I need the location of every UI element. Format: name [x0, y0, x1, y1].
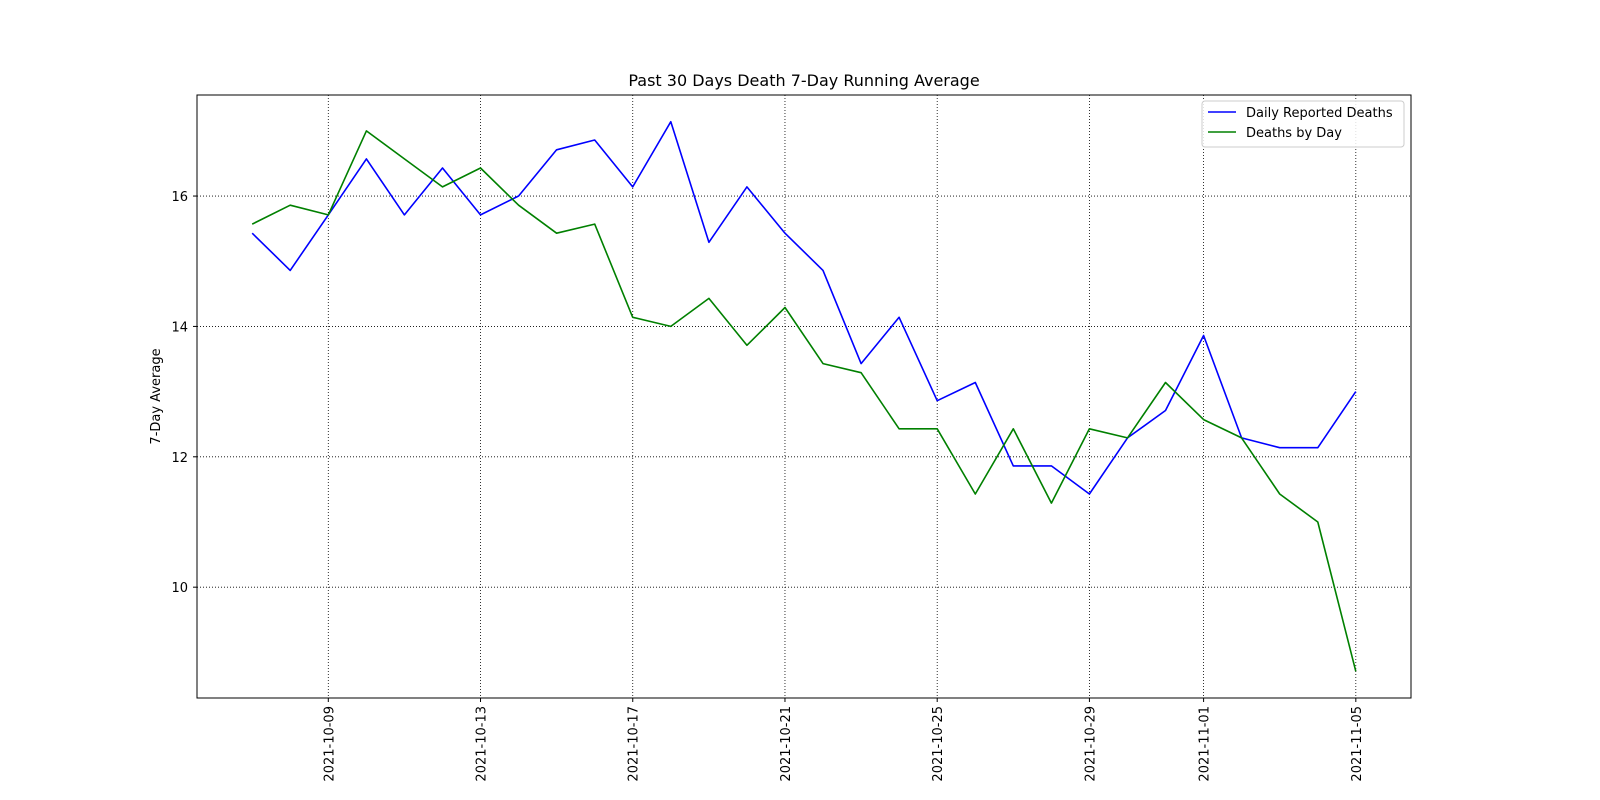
y-tick-label: 12 — [171, 451, 188, 466]
series-line — [251, 120, 1357, 495]
plot-area-frame — [196, 94, 1412, 699]
legend-label: Deaths by Day — [1246, 126, 1342, 141]
y-axis: 10 12 14 16 — [171, 190, 197, 596]
grid — [197, 95, 1411, 698]
legend-label: Daily Reported Deaths — [1246, 106, 1393, 121]
legend-box — [1201, 100, 1405, 148]
x-tick-label: 2021-11-01 — [1198, 706, 1213, 782]
series-line — [251, 130, 1357, 672]
y-axis-label: 7-Day Average — [149, 348, 164, 444]
x-tick-label: 2021-10-25 — [931, 706, 946, 782]
y-tick-label: 14 — [171, 320, 188, 335]
y-tick-label: 10 — [171, 581, 188, 596]
x-tick-label: 2021-10-29 — [1083, 706, 1098, 782]
y-tick-label: 16 — [171, 190, 188, 205]
x-tick-label: 2021-11-05 — [1350, 706, 1365, 782]
x-tick-label: 2021-10-09 — [322, 706, 337, 782]
x-axis: 2021-10-09 2021-10-13 2021-10-17 2021-10-21… — [322, 698, 1365, 782]
legend: Daily Reported Deaths Deaths by Day — [1201, 100, 1405, 148]
chart-title: Past 30 Days Death 7-Day Running Average — [628, 71, 979, 90]
x-tick-label: 2021-10-17 — [627, 706, 642, 782]
series-lines — [251, 120, 1357, 672]
x-tick-label: 2021-10-13 — [475, 706, 490, 782]
x-tick-label: 2021-10-21 — [779, 706, 794, 782]
